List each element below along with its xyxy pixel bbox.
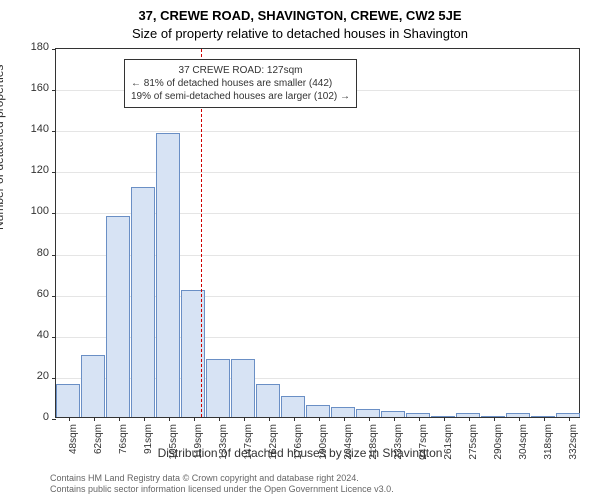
- x-tick-label: 62sqm: [93, 424, 104, 469]
- histogram-bar: [331, 407, 355, 417]
- histogram-bar: [231, 359, 255, 417]
- x-tick-label: 275sqm: [468, 424, 479, 469]
- x-tick-label: 91sqm: [143, 424, 154, 469]
- annotation-line: 37 CREWE ROAD: 127sqm: [131, 64, 350, 77]
- y-tick-label: 100: [19, 205, 49, 217]
- gridline: [56, 131, 579, 132]
- x-tick-label: 105sqm: [168, 424, 179, 469]
- footnote: Contains HM Land Registry data © Crown c…: [50, 473, 580, 496]
- x-tick-label: 218sqm: [368, 424, 379, 469]
- histogram-bar: [281, 396, 305, 417]
- y-axis-label: Number of detached properties: [0, 65, 6, 230]
- histogram-bar: [356, 409, 380, 417]
- y-tick-label: 160: [19, 82, 49, 94]
- x-tick-label: 133sqm: [218, 424, 229, 469]
- x-tick-label: 190sqm: [318, 424, 329, 469]
- y-tick-label: 60: [19, 288, 49, 300]
- x-tick-label: 147sqm: [243, 424, 254, 469]
- y-tick-label: 20: [19, 370, 49, 382]
- chart-title-main: 37, CREWE ROAD, SHAVINGTON, CREWE, CW2 5…: [0, 8, 600, 23]
- y-tick-label: 80: [19, 247, 49, 259]
- histogram-bar: [131, 187, 155, 417]
- x-tick-label: 204sqm: [343, 424, 354, 469]
- gridline: [56, 172, 579, 173]
- y-tick-label: 120: [19, 164, 49, 176]
- histogram-bar: [306, 405, 330, 417]
- footnote-line1: Contains HM Land Registry data © Crown c…: [50, 473, 580, 485]
- histogram-bar: [156, 133, 180, 417]
- plot-area: 37 CREWE ROAD: 127sqm← 81% of detached h…: [55, 48, 580, 418]
- x-tick-label: 48sqm: [68, 424, 79, 469]
- y-tick-label: 0: [19, 411, 49, 423]
- footnote-line2: Contains public sector information licen…: [50, 484, 580, 496]
- x-tick-label: 332sqm: [568, 424, 579, 469]
- y-tick-label: 40: [19, 329, 49, 341]
- x-tick-label: 247sqm: [418, 424, 429, 469]
- annotation-line: ← 81% of detached houses are smaller (44…: [131, 77, 350, 90]
- x-tick-label: 119sqm: [193, 424, 204, 469]
- histogram-bar: [81, 355, 105, 417]
- histogram-bar: [256, 384, 280, 417]
- y-tick-label: 180: [19, 41, 49, 53]
- x-tick-label: 318sqm: [543, 424, 554, 469]
- x-tick-label: 233sqm: [393, 424, 404, 469]
- x-tick-label: 176sqm: [293, 424, 304, 469]
- y-tick-label: 140: [19, 123, 49, 135]
- x-tick-label: 304sqm: [518, 424, 529, 469]
- histogram-bar: [106, 216, 130, 417]
- x-tick-label: 290sqm: [493, 424, 504, 469]
- x-tick-label: 162sqm: [268, 424, 279, 469]
- histogram-bar: [206, 359, 230, 417]
- annotation-box: 37 CREWE ROAD: 127sqm← 81% of detached h…: [124, 59, 357, 108]
- x-tick-label: 76sqm: [118, 424, 129, 469]
- histogram-bar: [56, 384, 80, 417]
- annotation-line: 19% of semi-detached houses are larger (…: [131, 90, 350, 103]
- chart-container: 37, CREWE ROAD, SHAVINGTON, CREWE, CW2 5…: [0, 0, 600, 500]
- chart-title-sub: Size of property relative to detached ho…: [0, 26, 600, 41]
- x-tick-label: 261sqm: [443, 424, 454, 469]
